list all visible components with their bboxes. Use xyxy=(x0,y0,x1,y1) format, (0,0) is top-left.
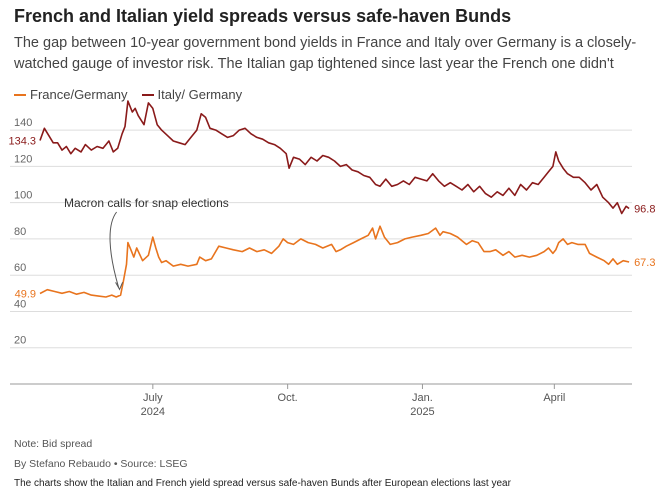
chart-title: French and Italian yield spreads versus … xyxy=(14,6,512,26)
annotation-arrow xyxy=(109,211,120,288)
chart-subtitle: The gap between 10-year government bond … xyxy=(14,35,637,72)
series-end-label-0: 67.3 xyxy=(634,257,655,269)
x-tick-label: Jan. xyxy=(412,392,433,404)
footer-caption: The charts show the Italian and French y… xyxy=(14,478,511,489)
annotation-text: Macron calls for snap elections xyxy=(64,196,229,210)
legend-swatch-italy xyxy=(141,93,154,96)
series-line-0 xyxy=(39,225,630,298)
y-tick-label: 80 xyxy=(14,226,26,238)
legend-swatch-france xyxy=(14,93,26,96)
y-tick-label: 140 xyxy=(14,117,32,129)
x-tick-label: Oct. xyxy=(278,392,298,404)
legend-label-france: France/Germany xyxy=(30,87,128,102)
y-tick-label: 20 xyxy=(14,335,26,347)
y-tick-label: 40 xyxy=(14,298,26,310)
series-line-1 xyxy=(39,100,630,215)
y-tick-label: 100 xyxy=(14,190,32,202)
x-tick-label: April xyxy=(543,392,565,404)
x-tick-sublabel: 2024 xyxy=(141,406,165,418)
series-end-label-1: 96.8 xyxy=(634,203,655,215)
x-tick-label: July xyxy=(143,392,163,404)
legend-label-italy: Italy/ Germany xyxy=(157,87,243,102)
legend: France/Germany Italy/ Germany xyxy=(14,87,242,102)
y-tick-label: 120 xyxy=(14,153,32,165)
footer-byline: By Stefano Rebaudo • Source: LSEG xyxy=(14,458,188,470)
legend-item-france: France/Germany xyxy=(14,87,128,102)
x-tick-sublabel: 2025 xyxy=(410,406,434,418)
footer-note: Note: Bid spread xyxy=(14,438,93,450)
series-start-label-1: 134.3 xyxy=(8,135,36,147)
annotation-arrowhead xyxy=(115,282,124,291)
y-tick-label: 60 xyxy=(14,262,26,274)
legend-item-italy: Italy/ Germany xyxy=(141,87,243,102)
series-start-label-0: 49.9 xyxy=(15,289,36,301)
